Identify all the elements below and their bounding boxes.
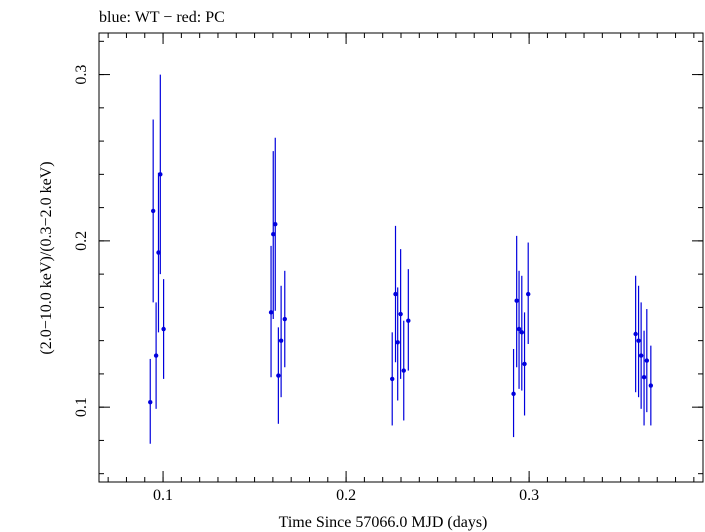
data-marker <box>268 310 274 315</box>
x-tick-label: 0.1 <box>153 487 173 504</box>
data-point <box>516 270 522 389</box>
data-marker <box>395 340 400 345</box>
data-marker <box>526 291 531 297</box>
data-marker <box>161 326 166 332</box>
data-marker <box>276 373 281 378</box>
data-marker <box>638 353 644 358</box>
chart-title: blue: WT − red: PC <box>99 9 225 26</box>
data-point <box>641 330 647 426</box>
data-point <box>644 309 650 413</box>
x-axis-label: Time Since 57066.0 MJD (days) <box>279 514 488 531</box>
data-marker <box>401 368 406 373</box>
data-point <box>273 137 278 311</box>
data-point <box>633 275 638 393</box>
data-marker <box>511 391 516 397</box>
data-marker <box>514 298 519 303</box>
data-marker <box>150 208 156 214</box>
data-point <box>282 270 287 368</box>
data-marker <box>158 172 163 177</box>
data-marker <box>406 318 411 323</box>
data-marker <box>393 291 398 297</box>
data-point <box>401 320 406 421</box>
data-point <box>636 285 641 398</box>
data-point <box>522 312 527 416</box>
data-point <box>406 269 411 371</box>
data-point <box>519 275 524 391</box>
x-tick-label: 0.2 <box>336 487 356 504</box>
data-point <box>514 235 519 368</box>
data-point <box>158 74 163 275</box>
data-points <box>148 74 654 444</box>
data-marker <box>644 358 650 363</box>
data-marker <box>516 326 522 332</box>
data-marker <box>148 399 153 405</box>
data-point <box>393 225 398 363</box>
data-point <box>390 332 395 426</box>
data-marker <box>271 232 276 237</box>
x-tick-labels: 0.1 0.2 0.3 <box>153 487 539 504</box>
data-point <box>153 302 159 409</box>
data-point <box>511 348 516 438</box>
data-marker <box>633 331 638 337</box>
data-marker <box>641 375 647 380</box>
data-marker <box>522 361 527 367</box>
data-point <box>276 327 281 424</box>
data-point <box>156 172 161 333</box>
data-marker <box>519 330 524 335</box>
data-point <box>526 242 531 344</box>
data-marker <box>278 338 284 343</box>
axis-ticks <box>99 33 703 482</box>
data-marker <box>156 250 161 255</box>
y-tick-label: 0.2 <box>73 231 90 251</box>
data-marker <box>390 376 395 382</box>
data-point <box>150 119 156 303</box>
y-tick-labels: 0.1 0.2 0.3 <box>73 65 90 418</box>
data-point <box>271 151 276 320</box>
x-tick-label: 0.3 <box>519 487 539 504</box>
data-marker <box>153 353 159 358</box>
data-point <box>398 249 403 379</box>
data-marker <box>273 222 278 227</box>
data-point <box>161 279 166 379</box>
data-point <box>395 287 400 401</box>
y-axis-label: (2.0−10.0 keV)/(0.3−2.0 keV) <box>38 161 55 354</box>
data-marker <box>282 316 287 322</box>
y-tick-label: 0.1 <box>73 397 90 417</box>
data-point <box>278 285 284 398</box>
data-marker <box>648 383 654 388</box>
data-marker <box>398 311 403 317</box>
y-tick-label: 0.3 <box>73 65 90 85</box>
data-point <box>638 302 644 409</box>
data-point <box>268 245 274 378</box>
data-marker <box>636 338 641 343</box>
data-point <box>648 345 654 426</box>
data-point <box>148 358 153 444</box>
